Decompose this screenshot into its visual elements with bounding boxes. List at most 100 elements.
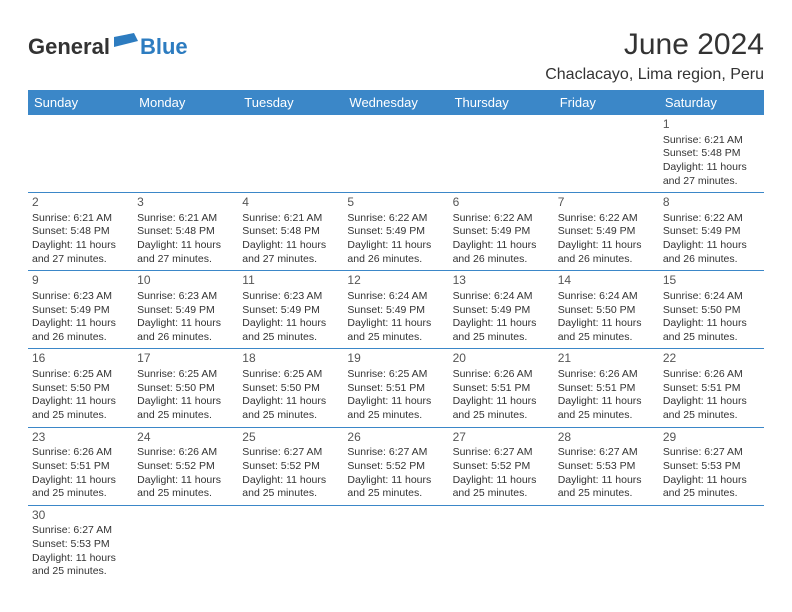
- day-number: 7: [558, 195, 655, 211]
- day-detail: Sunset: 5:48 PM: [137, 225, 234, 239]
- weekday-header: Monday: [133, 90, 238, 115]
- day-detail: and 25 minutes.: [242, 409, 339, 423]
- weekday-header: Tuesday: [238, 90, 343, 115]
- day-detail: Daylight: 11 hours: [453, 395, 550, 409]
- day-detail: and 25 minutes.: [663, 331, 760, 345]
- day-detail: Sunrise: 6:22 AM: [347, 212, 444, 226]
- header: General Blue June 2024 Chaclacayo, Lima …: [28, 28, 764, 84]
- day-cell: 29Sunrise: 6:27 AMSunset: 5:53 PMDayligh…: [659, 427, 764, 505]
- day-number: 19: [347, 351, 444, 367]
- brand-logo: General Blue: [28, 34, 188, 60]
- empty-cell: [343, 115, 448, 193]
- day-detail: Sunset: 5:53 PM: [32, 538, 129, 552]
- brand-part2: Blue: [140, 34, 188, 60]
- day-detail: Daylight: 11 hours: [347, 474, 444, 488]
- weekday-header: Saturday: [659, 90, 764, 115]
- day-detail: Sunrise: 6:21 AM: [32, 212, 129, 226]
- day-number: 5: [347, 195, 444, 211]
- day-detail: Daylight: 11 hours: [242, 474, 339, 488]
- day-detail: Sunrise: 6:25 AM: [347, 368, 444, 382]
- day-cell: 14Sunrise: 6:24 AMSunset: 5:50 PMDayligh…: [554, 271, 659, 349]
- day-number: 6: [453, 195, 550, 211]
- day-detail: Sunrise: 6:24 AM: [558, 290, 655, 304]
- day-detail: Daylight: 11 hours: [558, 317, 655, 331]
- day-detail: Sunrise: 6:26 AM: [558, 368, 655, 382]
- day-number: 30: [32, 508, 129, 524]
- day-detail: and 25 minutes.: [453, 409, 550, 423]
- day-detail: and 26 minutes.: [453, 253, 550, 267]
- day-cell: 24Sunrise: 6:26 AMSunset: 5:52 PMDayligh…: [133, 427, 238, 505]
- day-detail: Sunset: 5:50 PM: [242, 382, 339, 396]
- day-detail: Daylight: 11 hours: [347, 239, 444, 253]
- day-number: 10: [137, 273, 234, 289]
- day-detail: Sunrise: 6:27 AM: [663, 446, 760, 460]
- day-detail: and 26 minutes.: [558, 253, 655, 267]
- day-detail: and 25 minutes.: [347, 331, 444, 345]
- day-cell: 19Sunrise: 6:25 AMSunset: 5:51 PMDayligh…: [343, 349, 448, 427]
- day-detail: and 26 minutes.: [137, 331, 234, 345]
- day-detail: Sunset: 5:49 PM: [453, 225, 550, 239]
- day-cell: 25Sunrise: 6:27 AMSunset: 5:52 PMDayligh…: [238, 427, 343, 505]
- empty-cell: [449, 505, 554, 583]
- day-number: 23: [32, 430, 129, 446]
- day-detail: Sunset: 5:50 PM: [558, 304, 655, 318]
- day-cell: 8Sunrise: 6:22 AMSunset: 5:49 PMDaylight…: [659, 193, 764, 271]
- location-label: Chaclacayo, Lima region, Peru: [545, 66, 764, 84]
- day-number: 1: [663, 117, 760, 133]
- day-detail: and 25 minutes.: [663, 487, 760, 501]
- day-detail: and 25 minutes.: [453, 331, 550, 345]
- day-cell: 1Sunrise: 6:21 AMSunset: 5:48 PMDaylight…: [659, 115, 764, 193]
- day-detail: Daylight: 11 hours: [453, 474, 550, 488]
- day-detail: and 27 minutes.: [663, 175, 760, 189]
- day-detail: and 26 minutes.: [663, 253, 760, 267]
- day-cell: 2Sunrise: 6:21 AMSunset: 5:48 PMDaylight…: [28, 193, 133, 271]
- day-detail: Sunrise: 6:25 AM: [242, 368, 339, 382]
- day-detail: Sunrise: 6:21 AM: [242, 212, 339, 226]
- day-cell: 17Sunrise: 6:25 AMSunset: 5:50 PMDayligh…: [133, 349, 238, 427]
- day-number: 4: [242, 195, 339, 211]
- day-number: 21: [558, 351, 655, 367]
- day-number: 3: [137, 195, 234, 211]
- empty-cell: [554, 115, 659, 193]
- day-detail: Daylight: 11 hours: [242, 239, 339, 253]
- day-number: 25: [242, 430, 339, 446]
- empty-cell: [238, 115, 343, 193]
- day-number: 22: [663, 351, 760, 367]
- day-detail: Daylight: 11 hours: [242, 395, 339, 409]
- day-detail: Sunset: 5:51 PM: [663, 382, 760, 396]
- day-detail: Daylight: 11 hours: [663, 239, 760, 253]
- empty-cell: [133, 505, 238, 583]
- day-detail: and 25 minutes.: [137, 487, 234, 501]
- day-detail: Sunrise: 6:25 AM: [32, 368, 129, 382]
- day-detail: Sunrise: 6:24 AM: [453, 290, 550, 304]
- day-detail: Sunset: 5:49 PM: [347, 225, 444, 239]
- day-detail: and 25 minutes.: [242, 331, 339, 345]
- weekday-header: Thursday: [449, 90, 554, 115]
- day-cell: 18Sunrise: 6:25 AMSunset: 5:50 PMDayligh…: [238, 349, 343, 427]
- day-detail: Daylight: 11 hours: [347, 395, 444, 409]
- day-detail: Sunset: 5:49 PM: [453, 304, 550, 318]
- day-detail: Daylight: 11 hours: [347, 317, 444, 331]
- day-number: 13: [453, 273, 550, 289]
- day-detail: Sunrise: 6:27 AM: [558, 446, 655, 460]
- day-detail: Sunset: 5:48 PM: [242, 225, 339, 239]
- day-cell: 4Sunrise: 6:21 AMSunset: 5:48 PMDaylight…: [238, 193, 343, 271]
- day-detail: and 27 minutes.: [32, 253, 129, 267]
- day-detail: Sunset: 5:50 PM: [137, 382, 234, 396]
- day-cell: 26Sunrise: 6:27 AMSunset: 5:52 PMDayligh…: [343, 427, 448, 505]
- day-detail: Daylight: 11 hours: [453, 239, 550, 253]
- day-detail: Sunrise: 6:24 AM: [663, 290, 760, 304]
- day-detail: Sunrise: 6:23 AM: [32, 290, 129, 304]
- day-detail: Sunrise: 6:27 AM: [453, 446, 550, 460]
- day-detail: Sunset: 5:48 PM: [32, 225, 129, 239]
- day-detail: Sunrise: 6:21 AM: [663, 134, 760, 148]
- day-detail: Daylight: 11 hours: [137, 474, 234, 488]
- day-number: 29: [663, 430, 760, 446]
- empty-cell: [133, 115, 238, 193]
- day-number: 17: [137, 351, 234, 367]
- page-title: June 2024: [545, 28, 764, 62]
- empty-cell: [659, 505, 764, 583]
- day-detail: Daylight: 11 hours: [663, 395, 760, 409]
- day-detail: Sunrise: 6:21 AM: [137, 212, 234, 226]
- day-detail: Daylight: 11 hours: [663, 317, 760, 331]
